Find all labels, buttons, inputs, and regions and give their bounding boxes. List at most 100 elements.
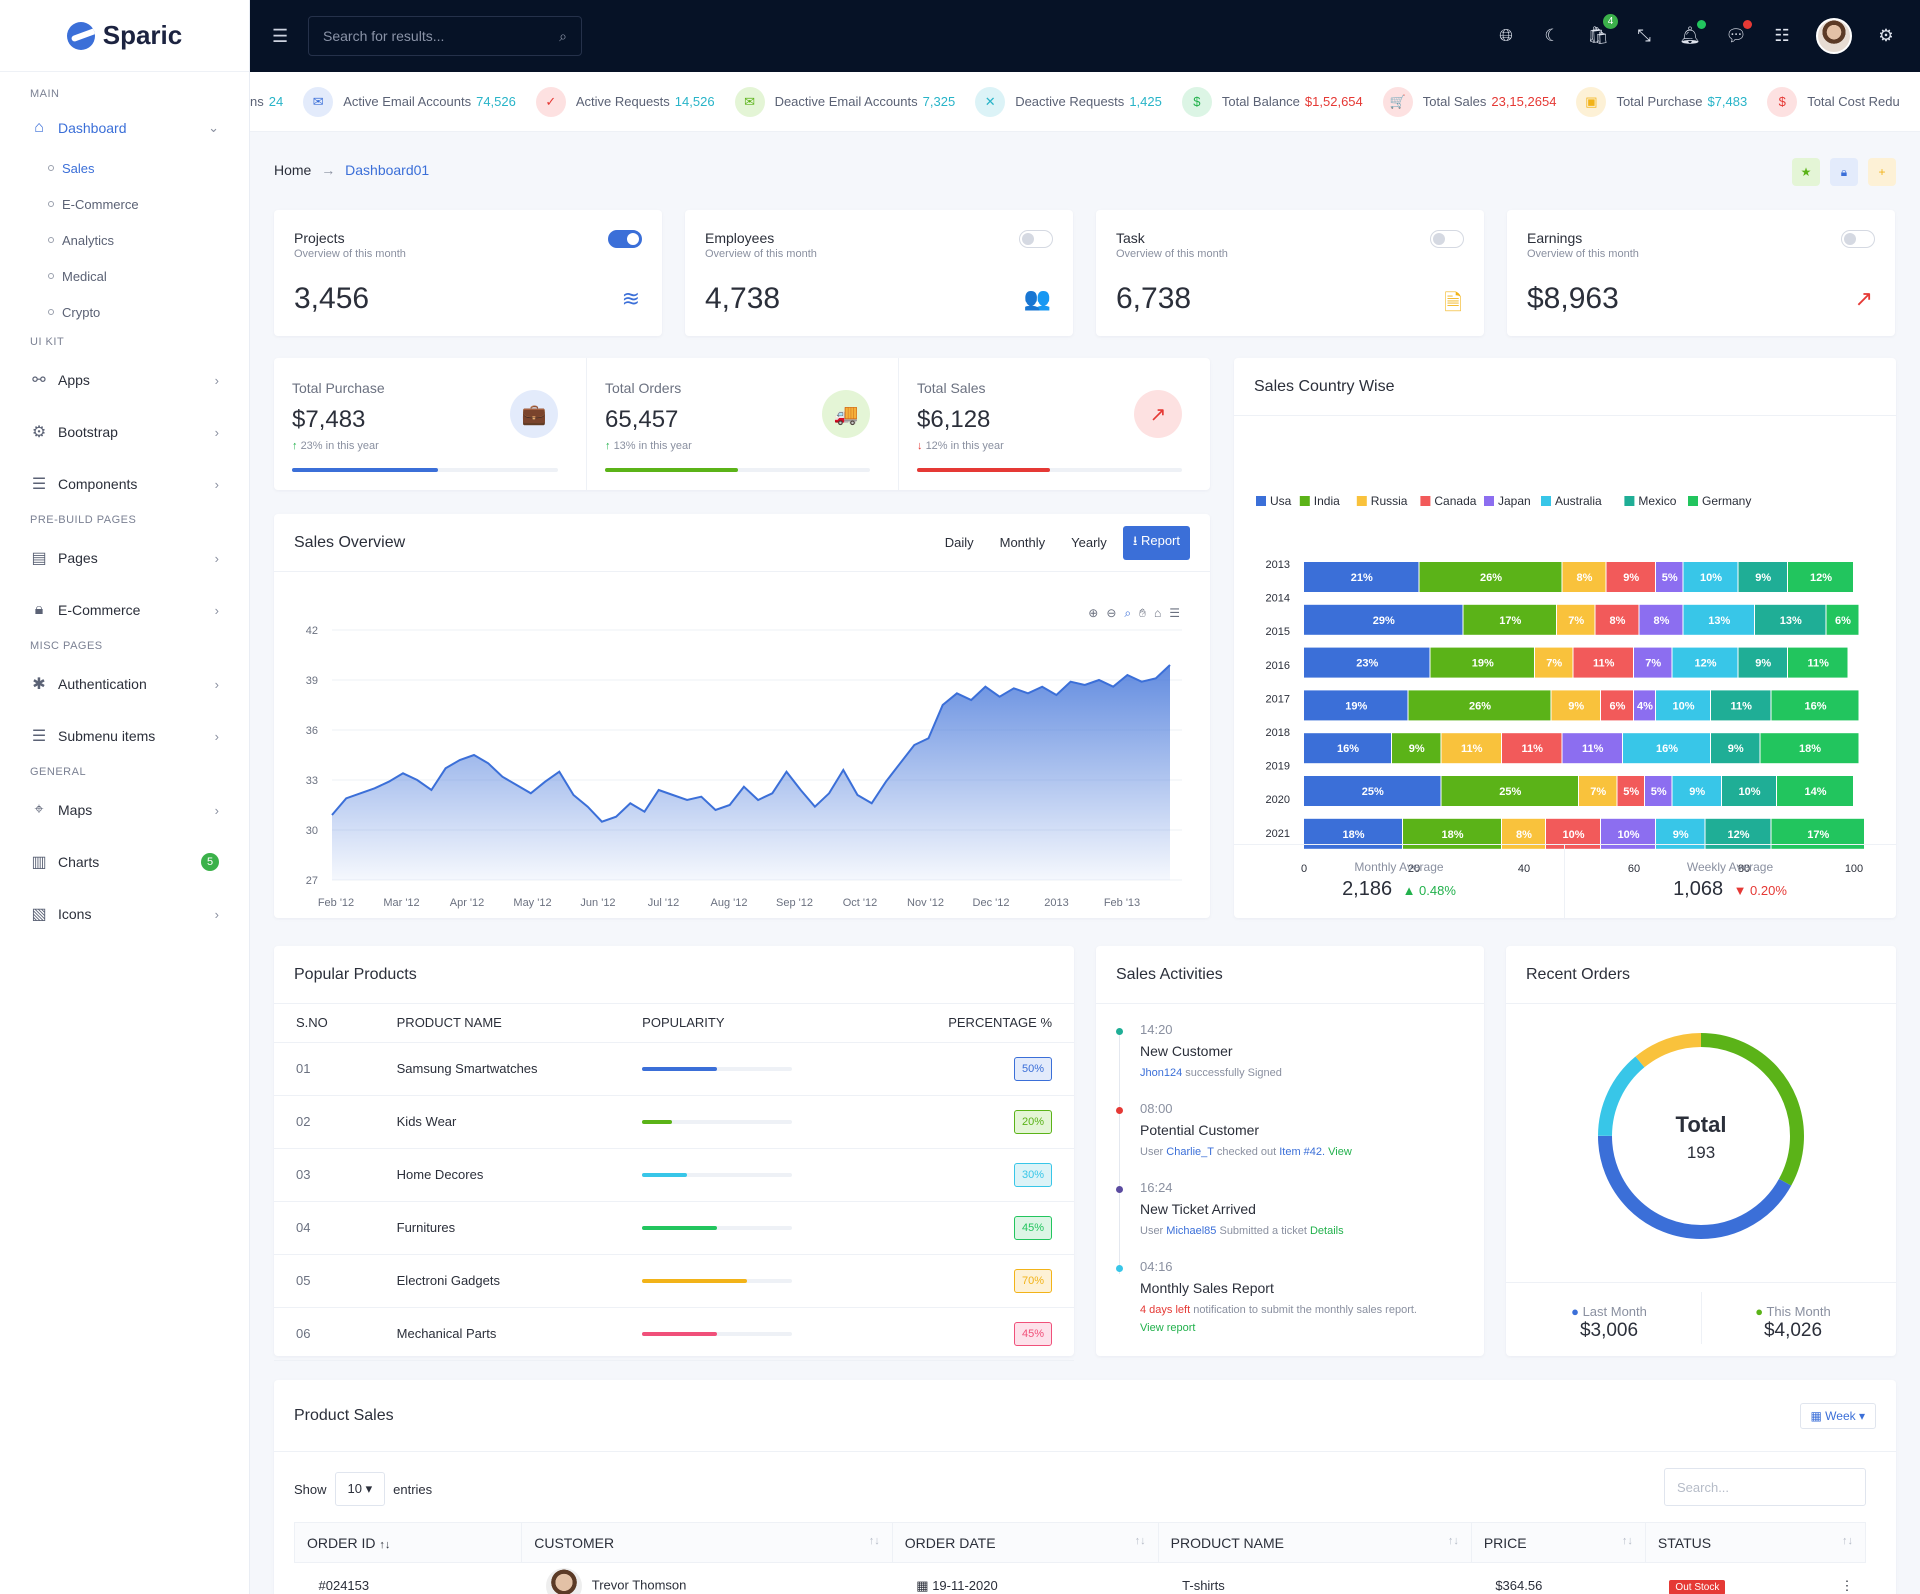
price: $364.56 — [1471, 1562, 1646, 1594]
legend-swatch — [1541, 496, 1551, 506]
col-status[interactable]: STATUS ↑↓ — [1644, 1522, 1867, 1563]
sidebar-item-apps[interactable]: ⚯ Apps › — [0, 354, 249, 406]
chevron-right-icon: › — [214, 676, 219, 692]
pan-icon[interactable]: ✋︎ — [1139, 606, 1146, 620]
stat-toggle[interactable] — [1430, 230, 1464, 248]
sidebar-item-charts[interactable]: ▥ Charts 5 — [0, 836, 249, 888]
fullscreen-icon[interactable]: ⤡ — [1637, 26, 1651, 45]
table-row[interactable]: #024153 Trevor Thomson ▦ 19-11-2020 T-sh… — [294, 1562, 1866, 1594]
bar-label: 12% — [1810, 572, 1832, 584]
stat-toggle[interactable] — [1841, 230, 1875, 248]
zoom-in-icon[interactable]: ⊕ — [1088, 606, 1099, 620]
menu-icon[interactable]: ☰ — [1169, 606, 1180, 620]
activity-item-link[interactable]: Item #42. — [1279, 1146, 1326, 1158]
zoom-out-icon[interactable]: ⊖ — [1106, 606, 1117, 620]
stat-toggle[interactable] — [608, 230, 642, 248]
activity-action-link[interactable]: View — [1325, 1146, 1352, 1158]
activity-action-link[interactable]: Details — [1309, 1225, 1344, 1237]
more-icon[interactable]: ⋮ — [1840, 1577, 1854, 1593]
sidebar-item-components[interactable]: ☰ Components › — [0, 458, 249, 510]
entries-select[interactable]: 10 ▾ — [334, 1472, 386, 1506]
col-customer[interactable]: CUSTOMER ↑↓ — [521, 1522, 893, 1563]
row-percentage: 50% — [877, 1042, 1074, 1096]
sidebar-item-dashboard[interactable]: ⌂ Dashboard ⌄ — [0, 106, 249, 150]
bell-icon[interactable]: 🔔︎ — [1678, 20, 1706, 48]
activity-user-link[interactable]: successfully Signed — [1182, 1067, 1282, 1079]
sidebar-sub-analytics[interactable]: Analytics — [0, 222, 249, 258]
sidebar-item-bootstrap[interactable]: ⚙ Bootstrap › — [0, 406, 249, 458]
week-dropdown[interactable]: ▦ Week ▾ — [1799, 1402, 1876, 1429]
chat-icon[interactable]: 💬︎ — [1724, 20, 1752, 48]
bar-segment — [1771, 690, 1859, 721]
bar-segment — [1656, 562, 1683, 592]
col-price[interactable]: PRICE ↑↓ — [1470, 1522, 1646, 1563]
moon-icon[interactable]: ☾ — [1544, 26, 1560, 45]
sidebar-sub-ecommerce[interactable]: E-Commerce — [0, 186, 249, 222]
sidebar-item-label: Charts — [58, 854, 100, 870]
sidebar-item-maps[interactable]: ⌖ Maps › — [0, 784, 249, 836]
bar-label: 29% — [1373, 615, 1395, 627]
ticker-item: $ Total Balance $1,52,654 — [1181, 86, 1363, 117]
star-icon[interactable]: ★ — [1792, 158, 1820, 186]
x-tick-label: 2013 — [1044, 897, 1068, 909]
table-row[interactable]: 03 Home Decores 30% — [274, 1148, 1074, 1202]
activity-action-link[interactable]: View report — [1140, 1321, 1196, 1334]
monthly-average-value: 2,186 — [1342, 878, 1393, 900]
table-search-input[interactable]: Search... — [1664, 1468, 1866, 1506]
stat-toggle[interactable] — [1019, 230, 1053, 248]
sidebar-item-submenu[interactable]: ☰ Submenu items › — [0, 710, 249, 762]
bar-segment — [1392, 733, 1441, 764]
menu-toggle-icon[interactable]: ☰ — [272, 25, 289, 46]
bar-label: 26% — [1469, 700, 1491, 712]
sidebar-item-ecommerce[interactable]: 🔒︎ E-Commerce › — [0, 584, 249, 636]
table-row[interactable]: 01 Samsung Smartwatches 50% — [274, 1042, 1074, 1096]
globe-icon[interactable]: 🌐︎ — [1499, 26, 1513, 45]
mini-stat: Total Purchase $7,483 ↑ 23% in this year 💼 — [274, 358, 586, 490]
table-row[interactable]: 04 Furnitures 45% — [274, 1201, 1074, 1255]
sidebar-item-authentication[interactable]: ✱ Authentication › — [0, 658, 249, 710]
logo[interactable]: Sparic — [0, 0, 249, 72]
table-row[interactable]: 05 Electroni Gadgets 70% — [274, 1254, 1074, 1308]
ticker-icon: ✓ — [535, 86, 566, 117]
sidebar-sub-sales[interactable]: Sales — [0, 150, 249, 186]
tab-yearly[interactable]: Yearly — [1071, 535, 1107, 550]
sidebar-sub-crypto[interactable]: Crypto — [0, 294, 249, 330]
stat-card-employees: Employees Overview of this month 4,738 👥 — [685, 210, 1073, 336]
search-input[interactable]: Search for results... ⌕ — [308, 16, 582, 56]
ticker-label: Total Cost Redu — [1807, 94, 1900, 109]
mini-value: $7,483 — [292, 406, 366, 433]
home-icon[interactable]: ⌂ — [1153, 606, 1162, 620]
sidebar-sub-medical[interactable]: Medical — [0, 258, 249, 294]
x-tick-label: Jul '12 — [648, 897, 679, 909]
table-row[interactable]: 06 Mechanical Parts 45% — [274, 1307, 1074, 1361]
col-order-date[interactable]: ORDER DATE ↑↓ — [891, 1522, 1159, 1563]
ticker-label: Total Purchase — [1616, 94, 1703, 109]
plus-icon[interactable]: + — [1868, 158, 1896, 186]
customer-name: Trevor Thomson — [591, 1576, 687, 1592]
list-icon[interactable]: ☷ — [1774, 26, 1790, 45]
avatar[interactable] — [1816, 18, 1852, 54]
sidebar-item-icons[interactable]: ▧ Icons › — [0, 888, 249, 940]
search-icon[interactable]: ⌕ — [559, 27, 567, 44]
col-product-name[interactable]: PRODUCT NAME ↑↓ — [1157, 1522, 1472, 1563]
breadcrumb-home[interactable]: Home — [274, 162, 312, 178]
users-icon: 👥 — [1023, 286, 1051, 311]
activity-user-link[interactable]: Charlie_T — [1166, 1146, 1214, 1158]
x-tick-label: 60 — [1628, 863, 1640, 875]
sidebar-item-pages[interactable]: ▤ Pages › — [0, 532, 249, 584]
cart-icon[interactable]: 🛍︎ 4 — [1586, 14, 1618, 48]
tab-monthly[interactable]: Monthly — [999, 535, 1046, 550]
stat-subtitle: Overview of this month — [705, 248, 817, 260]
percentage-badge: 30% — [1013, 1162, 1052, 1187]
activity-user-link[interactable]: Michael85 — [1166, 1225, 1217, 1237]
report-button[interactable]: ⭳ Report — [1122, 525, 1190, 560]
gear-icon[interactable]: ⚙ — [1878, 26, 1894, 45]
search-zoom-icon[interactable]: ⌕ — [1124, 606, 1132, 620]
col-order-id[interactable]: ORDER ID ↑↓ — [293, 1522, 523, 1563]
table-row[interactable]: 02 Kids Wear 20% — [274, 1095, 1074, 1149]
lock-icon[interactable]: 🔒︎ — [1830, 158, 1858, 186]
tab-daily[interactable]: Daily — [944, 535, 974, 550]
bar-segment — [1304, 647, 1430, 678]
row-percentage: 70% — [877, 1254, 1074, 1308]
y-tick-label: 2020 — [1266, 794, 1290, 806]
